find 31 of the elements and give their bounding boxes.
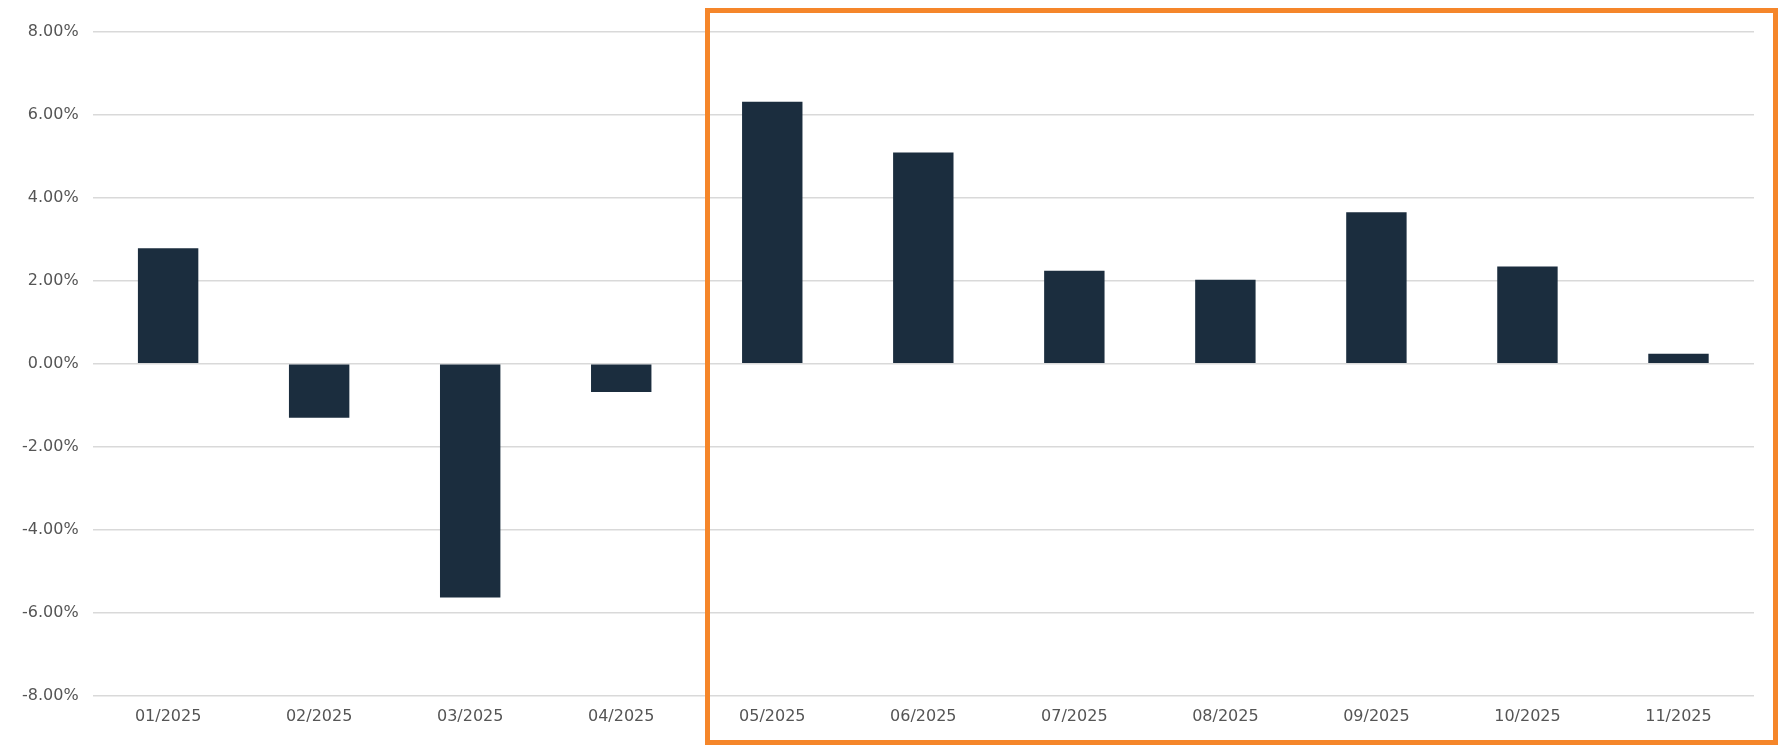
x-tick-label: 02/2025 xyxy=(285,705,353,725)
y-tick-label: 2.00% xyxy=(27,269,79,289)
y-tick-label: -2.00% xyxy=(21,435,79,455)
x-tick-label: 08/2025 xyxy=(1192,705,1259,725)
bar xyxy=(1497,266,1558,363)
bar xyxy=(1044,270,1105,363)
x-tick-label: 01/2025 xyxy=(134,705,202,725)
x-tick-label: 10/2025 xyxy=(1494,705,1561,725)
bar xyxy=(893,152,954,363)
y-tick-label: 4.00% xyxy=(27,186,79,206)
y-tick-label: 6.00% xyxy=(27,103,79,123)
bar xyxy=(137,248,199,363)
x-tick-label: 06/2025 xyxy=(890,705,957,725)
bar xyxy=(439,364,501,598)
x-tick-label: 11/2025 xyxy=(1645,705,1712,725)
bar xyxy=(288,364,350,418)
y-tick-label: 8.00% xyxy=(27,20,79,40)
y-tick-label: 0.00% xyxy=(27,352,79,372)
bar xyxy=(1648,353,1709,363)
bar xyxy=(742,101,803,363)
x-tick-label: 03/2025 xyxy=(436,705,504,725)
x-tick-label: 09/2025 xyxy=(1343,705,1410,725)
bar xyxy=(591,364,652,392)
x-tick-label: 04/2025 xyxy=(587,705,655,725)
x-tick-label: 07/2025 xyxy=(1041,705,1108,725)
y-tick-label: -4.00% xyxy=(21,518,79,538)
x-tick-label: 05/2025 xyxy=(739,705,806,725)
y-tick-label: -6.00% xyxy=(21,601,79,621)
bar xyxy=(1195,279,1256,363)
y-tick-label: -8.00% xyxy=(21,684,79,704)
bar xyxy=(1346,212,1407,363)
